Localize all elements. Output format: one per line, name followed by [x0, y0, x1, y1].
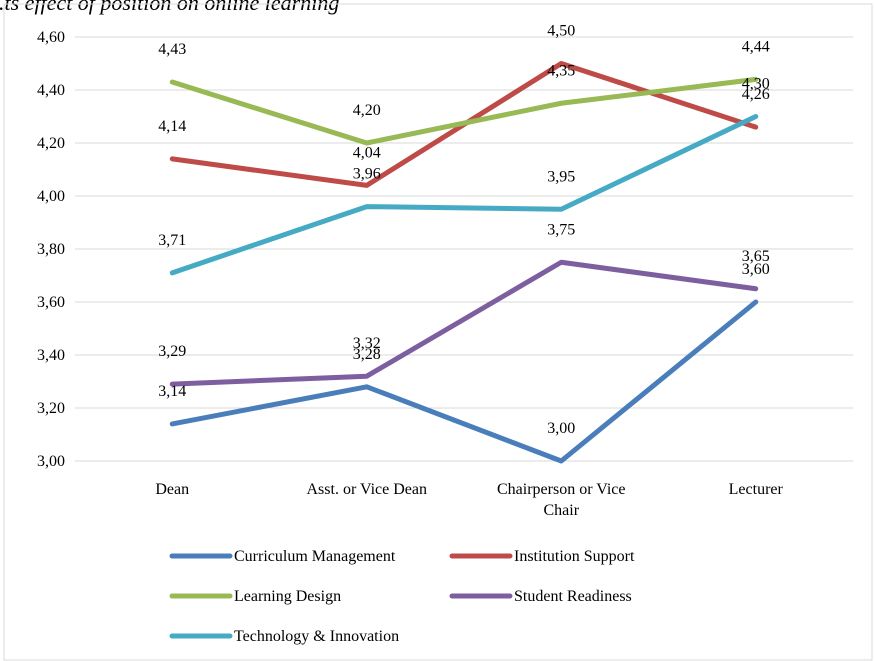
- data-label: 3,71: [158, 232, 186, 249]
- y-axis-ticks: 3,00 3,20 3,40 3,60 3,80 4,00 4,20 4,40 4,60: [37, 29, 65, 470]
- series-layer: [169, 61, 759, 464]
- data-label: 4,50: [547, 23, 575, 40]
- data-label: 3,00: [547, 420, 575, 437]
- x-tick-label: Asst. or Vice Dean: [307, 481, 428, 498]
- data-label: 3,75: [547, 221, 575, 238]
- data-label: 3,95: [547, 168, 575, 185]
- legend-label: Technology & Innovation: [234, 628, 399, 645]
- y-tick-label: 3,80: [37, 241, 65, 258]
- y-tick-label: 3,00: [37, 453, 65, 470]
- data-label: 4,14: [158, 118, 186, 135]
- data-label: 4,30: [742, 76, 770, 93]
- grid-layer: [75, 36, 853, 462]
- chart-title: ...ts effect of position on online learn…: [0, 0, 339, 15]
- series-line-learning-design: [169, 76, 759, 146]
- data-label: 3,65: [742, 248, 770, 265]
- series-line-curriculum-management: [169, 299, 759, 464]
- data-label: 4,04: [353, 144, 381, 161]
- chart-border: [3, 3, 873, 661]
- x-tick-label: Chairperson or Vice Chair: [497, 481, 625, 519]
- data-labels: 3,14 3,28 3,00 3,60 4,14 4,04 4,50 4,26 4,43 4,20…: [158, 23, 770, 438]
- data-label: 3,14: [158, 383, 186, 400]
- series-line-technology-innovation: [169, 114, 759, 276]
- legend-label: Institution Support: [514, 548, 635, 565]
- legend-item-learning-design: Learning Design: [169, 588, 341, 605]
- y-tick-label: 3,20: [37, 400, 65, 417]
- data-label: 4,35: [547, 62, 575, 79]
- legend-item-curriculum-management: Curriculum Management: [169, 548, 396, 565]
- legend-item-institution-support: Institution Support: [449, 548, 635, 565]
- legend: Curriculum Management Institution Support…: [169, 548, 635, 645]
- y-tick-label: 4,00: [37, 188, 65, 205]
- data-label: 4,43: [158, 41, 186, 58]
- data-label: 3,32: [353, 335, 381, 352]
- legend-item-technology-innovation: Technology & Innovation: [169, 628, 399, 645]
- y-tick-label: 3,40: [37, 347, 65, 364]
- data-label: 4,44: [742, 38, 770, 55]
- y-tick-label: 4,20: [37, 135, 65, 152]
- data-label: 3,60: [742, 261, 770, 278]
- y-tick-label: 4,60: [37, 29, 65, 46]
- x-axis-ticks: Dean Asst. or Vice Dean Chairperson or Vic…: [155, 481, 783, 519]
- data-label: 3,96: [353, 166, 381, 183]
- legend-item-student-readiness: Student Readiness: [449, 588, 632, 605]
- y-tick-label: 4,40: [37, 82, 65, 99]
- data-label: 4,20: [353, 102, 381, 119]
- data-label: 3,28: [353, 346, 381, 363]
- x-tick-label: Dean: [155, 481, 189, 498]
- legend-label: Student Readiness: [514, 588, 632, 605]
- series-line-student-readiness: [169, 259, 759, 387]
- data-label: 3,29: [158, 343, 186, 360]
- y-tick-label: 3,60: [37, 294, 65, 311]
- x-tick-label: Lecturer: [729, 481, 784, 498]
- legend-label: Curriculum Management: [234, 548, 396, 565]
- data-label: 4,26: [742, 86, 770, 103]
- legend-label: Learning Design: [234, 588, 341, 605]
